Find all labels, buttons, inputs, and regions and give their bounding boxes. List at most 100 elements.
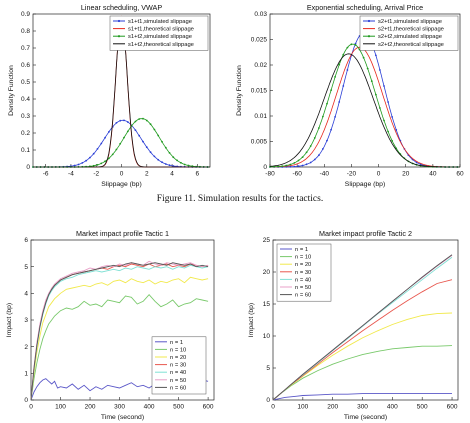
y-tick-label: 0 [266, 397, 270, 404]
y-tick-label: 10 [263, 333, 271, 340]
series-marker [97, 164, 99, 166]
series-marker [306, 163, 308, 165]
series-marker [347, 47, 349, 49]
legend-label: n = 50 [295, 285, 311, 291]
series-marker [347, 69, 349, 71]
series-marker [172, 156, 174, 158]
series-marker [355, 44, 357, 46]
x-tick-label: -6 [43, 171, 49, 178]
x-tick-label: 0 [120, 171, 124, 178]
series-marker [184, 164, 186, 166]
series-marker [157, 159, 159, 161]
series-marker [322, 116, 324, 118]
y-tick-label: 0.01 [254, 113, 267, 120]
legend-marker [118, 20, 120, 22]
y-tick-label: 3 [24, 317, 28, 324]
series-marker [326, 140, 328, 142]
y-tick-label: 0.9 [21, 11, 30, 18]
y-tick-label: 0.1 [21, 147, 30, 154]
series-marker [93, 153, 95, 155]
series-marker [367, 68, 369, 70]
series-marker [302, 165, 304, 167]
series-marker [138, 118, 140, 120]
y-tick-label: 4 [24, 291, 28, 298]
y-axis-label: Impact (bp) [6, 303, 13, 337]
legend-label: s1+t2,theoretical slippage [128, 42, 194, 48]
chart-3: Market impact profile Tactic 1Time (seco… [6, 229, 214, 421]
legend-marker [368, 20, 370, 22]
x-tick-label: 6 [196, 171, 200, 178]
series-marker [154, 156, 156, 158]
series-marker [138, 135, 140, 137]
series-marker [161, 161, 163, 163]
legend-label: n = 40 [170, 370, 186, 376]
series-marker [112, 154, 114, 156]
series-marker [97, 148, 99, 150]
y-tick-label: 25 [263, 237, 271, 244]
legend-label: n = 1 [295, 247, 308, 253]
chart-2: Exponential scheduling, Arrival PriceSli… [236, 3, 464, 188]
x-tick-label: 100 [297, 404, 308, 411]
series-marker [123, 120, 125, 122]
series-marker [135, 129, 137, 131]
x-tick-label: -2 [93, 171, 99, 178]
legend-label: n = 1 [170, 340, 183, 346]
series-marker [379, 69, 381, 71]
y-tick-label: 2 [24, 344, 28, 351]
x-tick-label: 100 [55, 404, 66, 411]
series-marker [119, 120, 121, 122]
series-marker [294, 162, 296, 164]
series-marker [375, 55, 377, 57]
y-tick-label: 0.015 [251, 88, 268, 95]
series-marker [165, 147, 167, 149]
series-marker [169, 152, 171, 154]
series-marker [314, 159, 316, 161]
series-marker [322, 148, 324, 150]
series-marker [371, 80, 373, 82]
series-marker [146, 120, 148, 122]
x-tick-label: 2 [145, 171, 149, 178]
series-marker [123, 137, 125, 139]
legend-label: s2+t1,theoretical slippage [378, 27, 444, 33]
y-tick-label: 0.6 [21, 62, 30, 69]
x-tick-label: 300 [114, 404, 125, 411]
series-marker [116, 122, 118, 124]
legend: n = 1n = 10n = 20n = 30n = 40n = 50n = 6… [152, 337, 206, 394]
x-axis-label: Time (second) [344, 414, 387, 421]
series-marker [391, 140, 393, 142]
y-tick-label: 0.5 [21, 79, 30, 86]
x-tick-label: -20 [347, 171, 357, 178]
y-axis-label: Impact (bp) [248, 303, 255, 337]
legend-label: n = 40 [295, 277, 311, 283]
x-tick-label: 500 [173, 404, 184, 411]
series-marker [306, 151, 308, 153]
series-marker [108, 131, 110, 133]
series-marker [157, 135, 159, 137]
figure-caption: Figure 11. Simulation results for the ta… [157, 193, 323, 204]
series-marker [391, 116, 393, 118]
chart-title: Exponential scheduling, Arrival Price [307, 3, 423, 12]
legend-label: s2+t2,theoretical slippage [378, 42, 444, 48]
x-tick-label: 300 [357, 404, 368, 411]
series-marker [277, 166, 279, 168]
x-tick-label: -4 [68, 171, 74, 178]
series-marker [302, 156, 304, 158]
series-marker [89, 157, 91, 159]
series-marker [338, 64, 340, 66]
series-marker [81, 162, 83, 164]
series-marker [330, 89, 332, 91]
legend-label: n = 60 [170, 385, 186, 391]
legend-label: n = 10 [170, 347, 186, 353]
y-tick-label: 0.005 [251, 139, 268, 146]
y-tick-label: 20 [263, 269, 271, 276]
series-marker [351, 43, 353, 45]
series-marker [334, 116, 336, 118]
legend: n = 1n = 10n = 20n = 30n = 40n = 50n = 6… [277, 244, 331, 301]
series-marker [119, 143, 121, 145]
legend-label: s2+t2,simulated slippage [378, 34, 442, 40]
x-tick-label: 200 [327, 404, 338, 411]
x-tick-label: -60 [292, 171, 302, 178]
series-marker [104, 160, 106, 162]
series-marker [363, 57, 365, 59]
x-tick-label: 0 [271, 404, 275, 411]
